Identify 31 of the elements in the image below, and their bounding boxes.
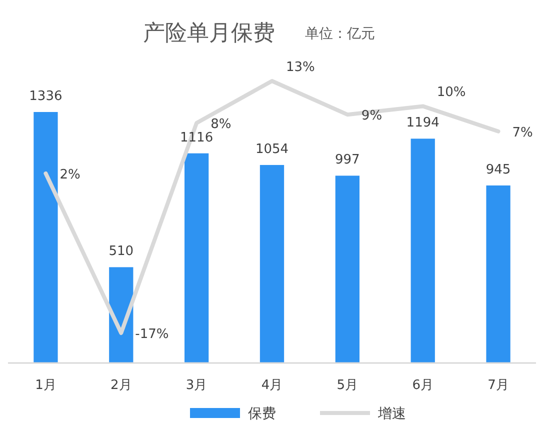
x-tick-label: 3月: [186, 378, 208, 393]
bar: [335, 176, 360, 363]
bar: [34, 112, 58, 363]
legend-label: 保费: [248, 406, 276, 422]
x-tick-label: 6月: [412, 378, 434, 393]
x-tick-label: 2月: [110, 378, 132, 393]
data-label: 945: [486, 162, 511, 178]
data-label: 510: [108, 244, 134, 260]
bar: [410, 138, 435, 363]
data-label: 7%: [512, 125, 533, 140]
data-label: 2%: [60, 167, 80, 182]
data-label: 13%: [286, 60, 315, 75]
x-tick-label: 7月: [488, 378, 509, 393]
x-tick-label: 1月: [35, 378, 56, 393]
bar: [486, 185, 510, 363]
bar: [260, 164, 284, 363]
x-tick-label: 5月: [336, 378, 358, 393]
x-tick-label: 4月: [261, 378, 283, 393]
data-label: 1194: [406, 116, 440, 131]
data-label: -17%: [135, 327, 169, 342]
data-label: 997: [335, 152, 360, 168]
legend-label: 增速: [377, 406, 406, 422]
chart-title: 产险单月保费: [143, 21, 275, 46]
data-label: 1054: [255, 142, 289, 157]
chart-subtitle: 单位：亿元: [305, 26, 375, 42]
bar: [184, 153, 209, 363]
data-label: 8%: [210, 117, 232, 132]
data-label: 9%: [361, 108, 382, 124]
data-label: 1116: [180, 130, 214, 146]
data-label: 10%: [436, 85, 466, 100]
data-label: 1336: [29, 89, 62, 104]
